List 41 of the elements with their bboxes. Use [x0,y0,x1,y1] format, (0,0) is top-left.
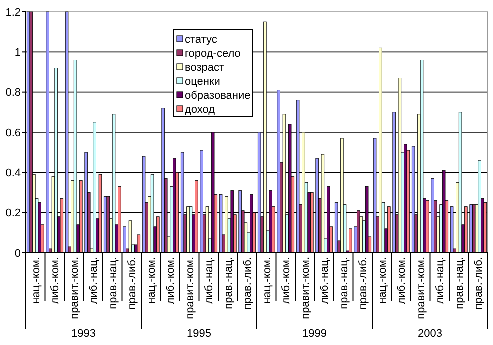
x-tick-label: либ.-ком. [165,257,178,304]
x-tick-label: либ.-нац. [434,257,447,304]
x-tick-label: либ.-нац. [88,257,100,304]
legend-label: город-село [185,48,241,60]
y-tick-label: 0.4 [6,168,21,180]
y-tick-label: 1 [14,47,21,60]
x-tick-label: нац.-ком. [376,257,389,304]
x-tick-label: прав.-либ. [473,257,486,310]
text: 1999 [302,328,327,340]
legend-label: статус [185,34,218,46]
x-tick-label: правит.-ком. [68,257,81,320]
x-tick-label: либ.-ком. [280,257,293,304]
legend-label: возраст [185,62,225,74]
text: 1995 [187,328,212,340]
x-tick-label: либ.-ком. [50,257,62,304]
x-tick-label: правит.-ком. [300,257,312,320]
text: 2003 [418,328,442,340]
legend-label: доход [185,104,216,116]
x-tick-label: либ.-нац. [319,257,332,304]
x-tick-label: нац.-ком. [146,257,158,304]
x-tick-label: нац.-ком. [261,257,274,304]
x-tick-label: прав.-либ. [126,257,139,310]
x-tick-label: прав.-либ. [242,257,254,310]
y-tick-label: 0.2 [6,208,21,220]
x-tick-label: прав.-нац. [107,257,120,310]
x-tick-label: либ.-нац. [204,257,216,304]
x-tick-label: прав.-нац. [454,257,466,310]
legend-label: оценки [185,76,220,88]
y-tick-label: 0 [14,248,21,260]
x-tick-label: правит.-ком. [415,257,428,320]
y-tick-label: 0.6 [6,127,21,140]
x-tick-label: прав.-нац. [222,257,235,310]
x-tick-label: либ.-ком. [396,257,408,304]
x-tick-label: прав.-либ. [358,257,370,310]
legend-label: образование [185,90,251,102]
x-tick-label: правит.-ком. [184,257,196,320]
x-tick-label: прав.-нац. [338,257,350,310]
x-tick-label: нац.-ком. [30,257,42,304]
y-tick-label: 0.8 [6,87,21,100]
y-tick-label: 1.2 [6,6,21,19]
text: 1993 [72,328,96,340]
